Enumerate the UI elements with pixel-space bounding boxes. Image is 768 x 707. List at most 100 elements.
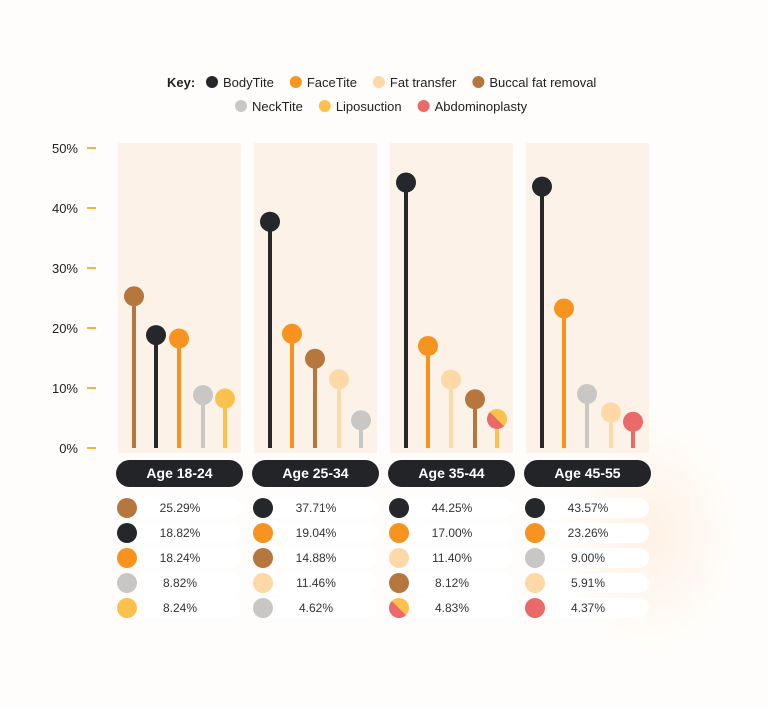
value-row xyxy=(390,548,513,568)
lollipop-head-age-18-24-liposuction xyxy=(215,388,235,409)
lollipop-head-age-18-24-facetite xyxy=(169,328,189,349)
value-label: 44.25% xyxy=(432,501,473,515)
value-row xyxy=(254,523,377,543)
value-label: 25.29% xyxy=(160,501,201,515)
age-label-age-45-55: Age 45-55 xyxy=(554,465,620,481)
row-dot-buccal-fat-removal xyxy=(253,548,273,568)
y-tick-label: 40% xyxy=(52,201,78,216)
value-row xyxy=(118,498,241,518)
key-swatch-fat-transfer xyxy=(372,76,385,88)
value-label: 18.24% xyxy=(160,551,201,565)
value-label: 17.00% xyxy=(432,526,473,540)
row-dot-facetite xyxy=(389,523,409,543)
y-tick-label: 30% xyxy=(52,261,78,276)
lollipop-head-age-45-55-bodytite xyxy=(532,176,552,197)
value-row xyxy=(254,548,377,568)
key-swatch-bodytite xyxy=(206,76,218,88)
row-dot-fat-transfer xyxy=(389,548,409,568)
row-dot-facetite xyxy=(253,523,273,543)
row-dot-abdominoplasty xyxy=(525,598,545,618)
y-tick-label: 50% xyxy=(52,141,78,156)
lollipop-head-age-35-44-liposuction-abdominoplasty xyxy=(487,409,507,430)
value-label: 23.26% xyxy=(568,526,609,540)
age-pill-age-45-55 xyxy=(524,460,651,487)
key-swatch-necktite xyxy=(235,100,247,112)
row-dot-fat-transfer xyxy=(253,573,273,593)
value-row xyxy=(390,573,513,593)
row-dot-necktite xyxy=(253,598,273,618)
row-dot-facetite xyxy=(525,523,545,543)
value-label: 19.04% xyxy=(296,526,337,540)
lollipop-head-age-18-24-bodytite xyxy=(146,325,166,346)
value-row xyxy=(254,573,377,593)
key-swatch-buccal-fat-removal xyxy=(472,76,485,88)
value-label: 8.12% xyxy=(435,576,469,590)
value-row xyxy=(526,598,649,618)
key-label-liposuction: Liposuction xyxy=(336,99,402,114)
row-dot-bodytite xyxy=(117,523,137,543)
lollipop-head-age-25-34-necktite xyxy=(351,410,371,431)
row-dot-buccal-fat-removal xyxy=(389,573,409,593)
age-label-age-18-24: Age 18-24 xyxy=(146,465,212,481)
lollipop-head-age-35-44-buccal-fat-removal xyxy=(465,389,485,410)
lollipop-head-age-18-24-necktite xyxy=(193,385,213,406)
key-title: Key: xyxy=(167,75,195,90)
value-row xyxy=(526,498,649,518)
value-row xyxy=(526,523,649,543)
row-dot-liposuction-abdominoplasty xyxy=(389,598,409,618)
key-swatch-liposuction xyxy=(318,100,331,112)
row-dot-facetite xyxy=(117,548,137,568)
value-row xyxy=(118,573,241,593)
key-label-facetite: FaceTite xyxy=(307,75,357,90)
value-row xyxy=(118,548,241,568)
row-dot-bodytite xyxy=(525,498,545,518)
key-label-bodytite: BodyTite xyxy=(223,75,274,90)
value-label: 5.91% xyxy=(571,576,605,590)
age-group-labels: Age 18-24 Age 25-34 Age 35-44 Age 45-55 xyxy=(116,460,651,487)
value-label: 4.62% xyxy=(299,601,333,615)
age-pill-age-18-24 xyxy=(116,460,243,487)
lollipop-head-age-35-44-facetite xyxy=(418,336,438,356)
value-label: 8.82% xyxy=(163,576,197,590)
value-label: 4.37% xyxy=(571,601,605,615)
lollipop-head-age-35-44-bodytite xyxy=(396,172,416,193)
lollipop-head-age-45-55-abdominoplasty xyxy=(623,411,643,432)
row-dot-necktite xyxy=(117,573,137,593)
value-row xyxy=(390,498,513,518)
key-label-necktite: NeckTite xyxy=(252,99,303,114)
key-label-fat-transfer: Fat transfer xyxy=(390,75,457,90)
value-label: 4.83% xyxy=(435,601,469,615)
key-legend: Key: BodyTite FaceTite Fat transfer Buccal f… xyxy=(167,75,596,114)
age-pill-age-25-34 xyxy=(252,460,379,487)
value-row xyxy=(526,573,649,593)
age-label-age-25-34: Age 25-34 xyxy=(282,465,348,481)
lollipop-stems xyxy=(124,172,643,448)
row-dot-bodytite xyxy=(389,498,409,518)
value-rows: 25.29% 18.82% 18.24% 8.82% 8.24% 37.71% 19.04%… xyxy=(117,498,649,618)
value-label: 9.00% xyxy=(571,551,605,565)
key-label-buccal-fat-removal: Buccal fat removal xyxy=(489,75,596,90)
value-row xyxy=(390,523,513,543)
key-label-abdominoplasty: Abdominoplasty xyxy=(435,99,528,114)
lollipop-head-age-18-24-buccal-fat-removal xyxy=(124,286,144,307)
y-tick-label: 0% xyxy=(59,441,78,456)
row-dot-bodytite xyxy=(253,498,273,518)
value-row xyxy=(118,523,241,543)
y-tick-label: 10% xyxy=(52,381,78,396)
value-row xyxy=(254,598,377,618)
lollipop-head-age-25-34-bodytite xyxy=(260,211,280,232)
lollipop-head-age-45-55-fat-transfer xyxy=(601,402,621,423)
value-label: 43.57% xyxy=(568,501,609,515)
value-label: 11.40% xyxy=(432,551,472,565)
age-pill-age-35-44 xyxy=(388,460,515,487)
value-row xyxy=(254,498,377,518)
column-backgrounds xyxy=(118,143,649,453)
lollipop-head-age-25-34-fat-transfer xyxy=(329,369,349,390)
lollipop-head-age-25-34-facetite xyxy=(282,323,302,344)
y-tick-label: 20% xyxy=(52,321,78,336)
value-label: 8.24% xyxy=(163,601,197,615)
value-label: 11.46% xyxy=(296,576,336,590)
row-dot-necktite xyxy=(525,548,545,568)
